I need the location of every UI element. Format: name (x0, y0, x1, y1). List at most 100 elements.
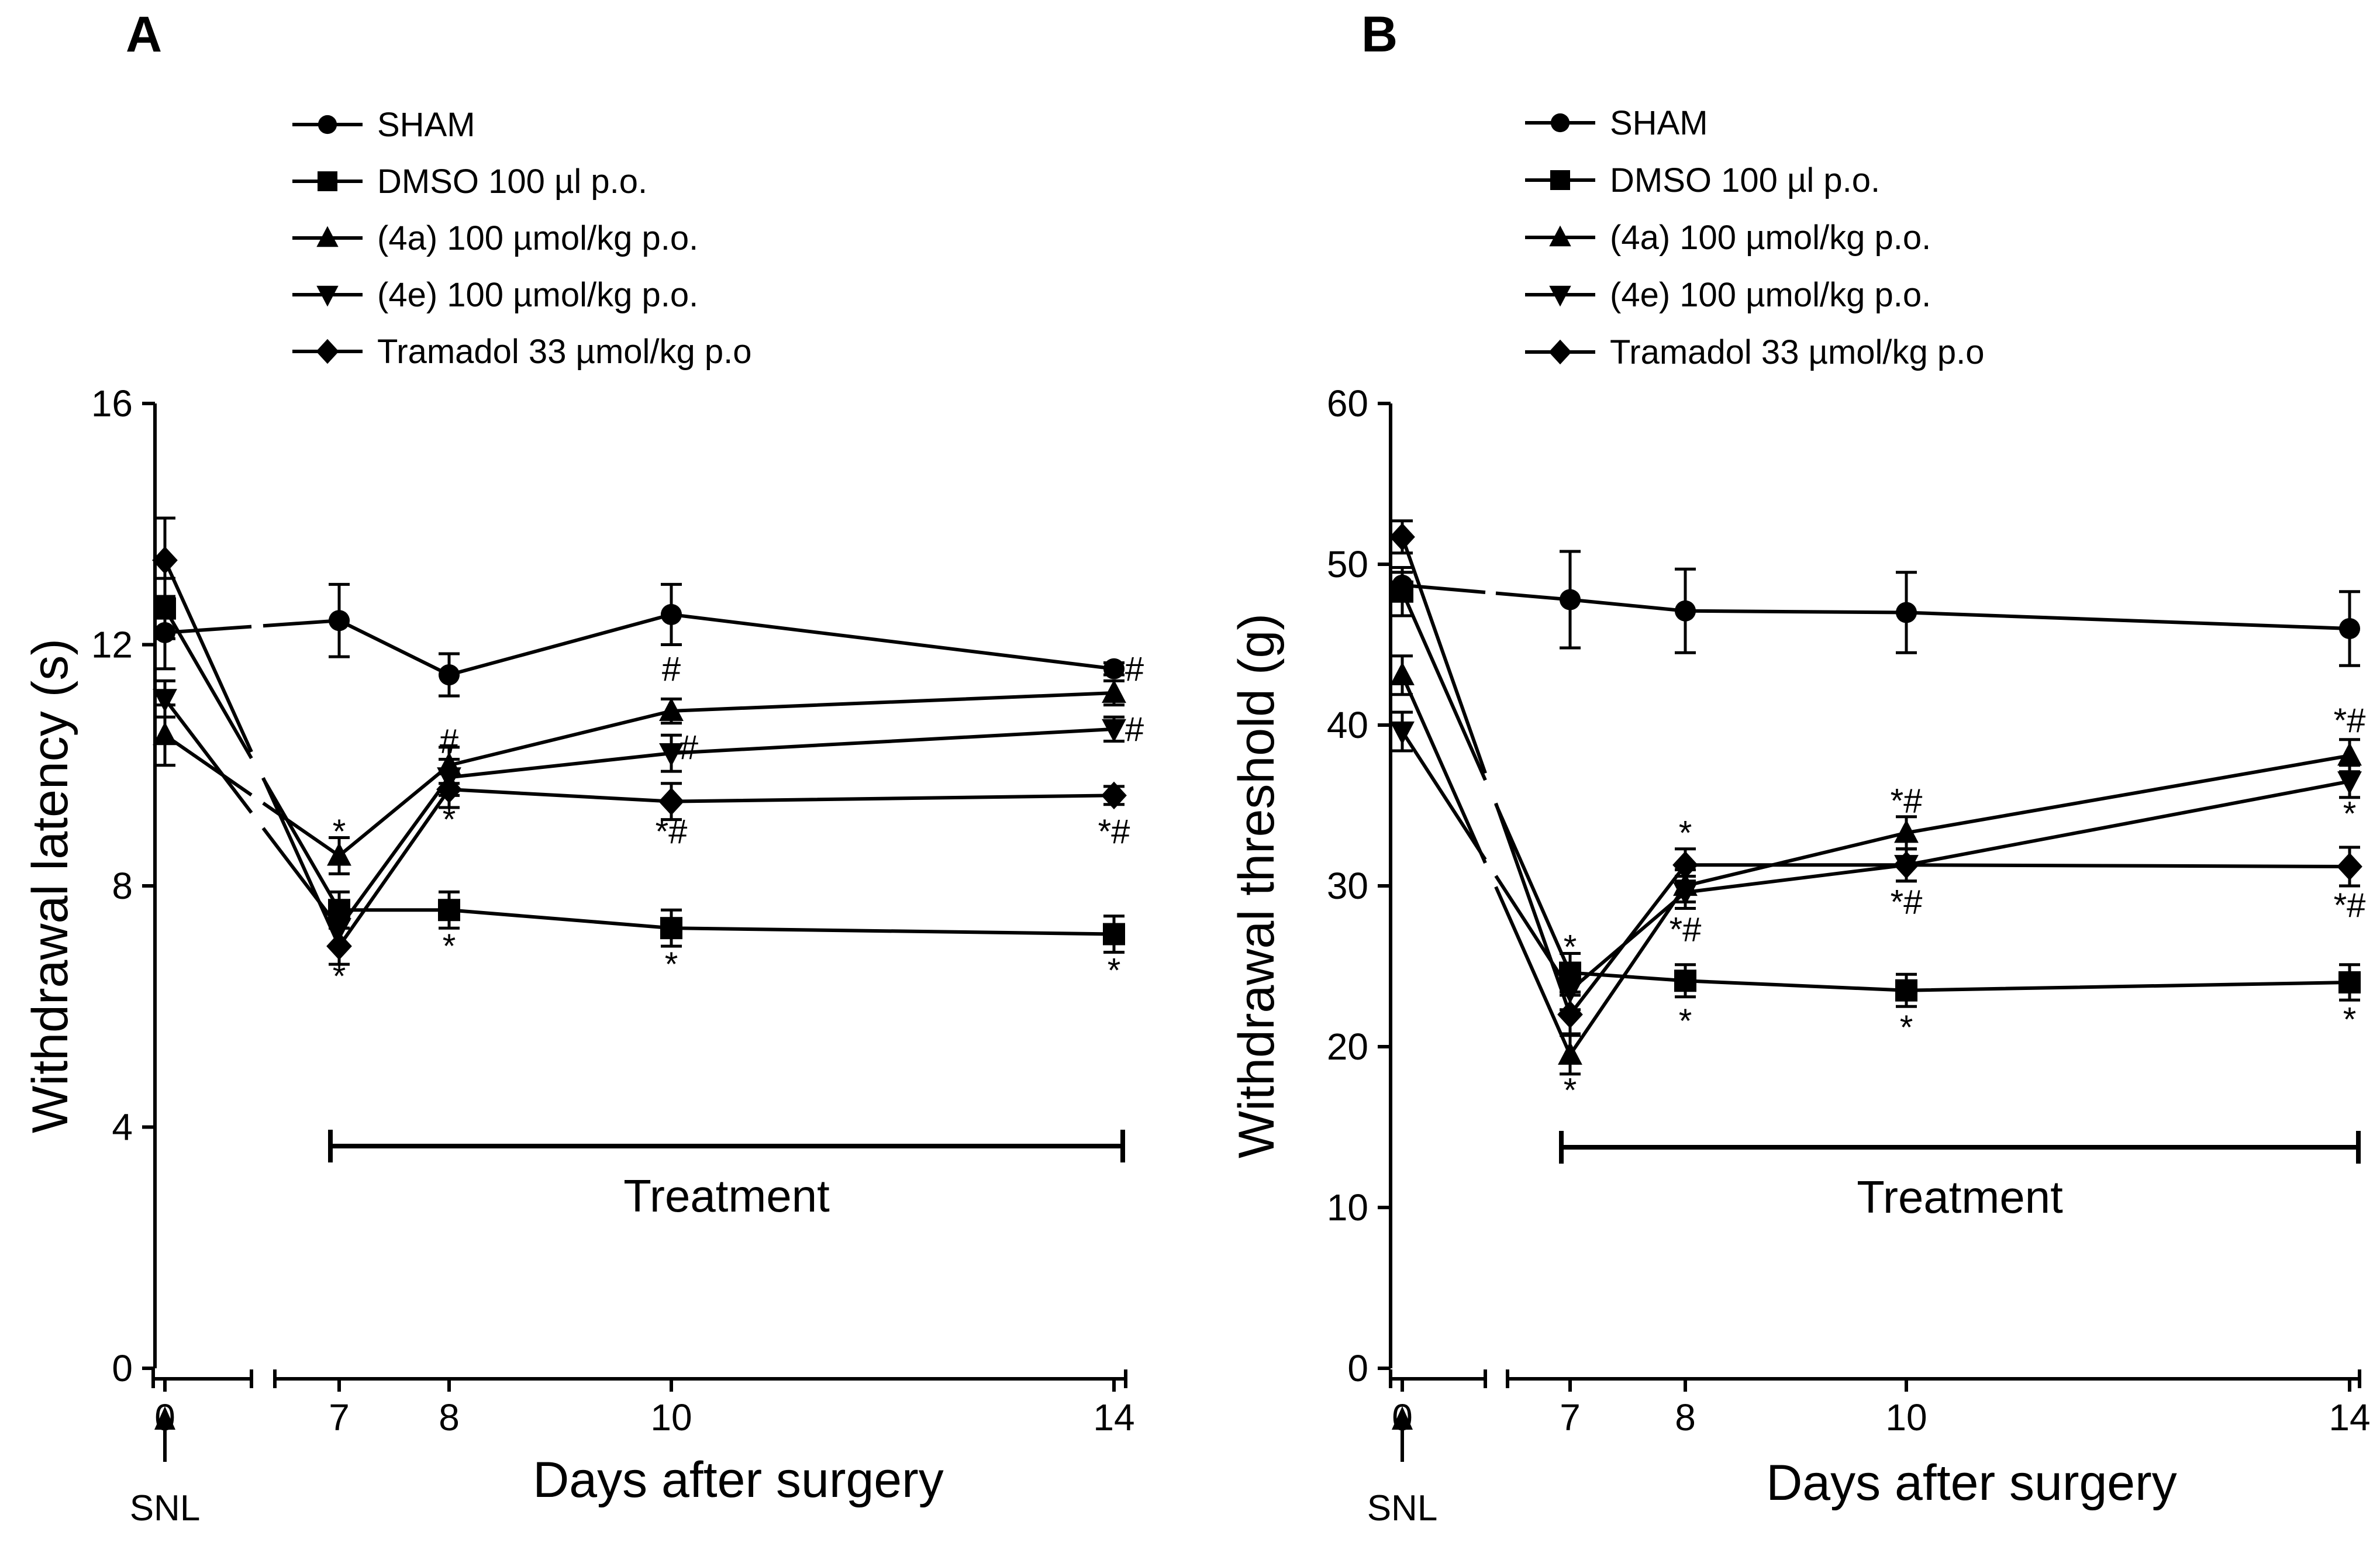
panel-b-y-tick-label-0: 0 (1347, 1347, 1368, 1389)
panel-b-annotation-2: * (1679, 814, 1692, 852)
panel-a-line-dmso-post-break (261, 777, 341, 911)
panel-a: A SHAM DMSO 100 µl p.o. (4a) 100 µmol/kg p… (22, 6, 1144, 1529)
panel-b-point-sham-2 (1674, 600, 1696, 622)
panel-b-line-sham (1570, 598, 2350, 630)
panel-b-series-lines (1401, 536, 2350, 1056)
panel-a-annotation-9: # (1125, 650, 1144, 688)
panel-a-point-4e-0 (153, 689, 177, 713)
panel-a-x-axis-title: Days after surgery (533, 1452, 944, 1508)
panel-a-legend-marker-sham (318, 115, 337, 134)
panel-b-point-sham-3 (1895, 602, 1917, 623)
panel-a-line-dmso (339, 908, 1115, 936)
panel-a-treatment-label: Treatment (623, 1170, 830, 1222)
panel-b-annotation-0: * (1564, 929, 1577, 967)
panel-b-point-dmso-1 (1559, 961, 1581, 984)
panel-b-point-tramadol-1 (1557, 1000, 1583, 1029)
panel-a-y-tick-label-1: 4 (112, 1106, 133, 1148)
panel-b-line-dmso-pre-break (1401, 591, 1487, 781)
panel-b-point-dmso-2 (1674, 969, 1696, 992)
panel-b-line-dmso (1570, 971, 2350, 992)
panel-b-legend-label-4a: (4a) 100 µmol/kg p.o. (1610, 219, 1931, 257)
panel-b-line-tramadol-pre-break (1401, 536, 1487, 774)
panel-b-annotation-1: * (1564, 1071, 1577, 1109)
panel-a-annotation-3: * (443, 801, 456, 839)
panel-a-point-dmso-3 (660, 917, 682, 940)
panel-a-line-dmso-pre-break (163, 608, 253, 760)
panel-b-legend-label-dmso: DMSO 100 µl p.o. (1610, 161, 1880, 199)
panel-b-point-4a-4 (2337, 742, 2362, 766)
panel-b-legend-marker-dmso (1550, 170, 1570, 190)
panel-a-point-sham-3 (660, 603, 682, 625)
panel-a-annotation-5: # (662, 650, 681, 688)
panel-a-legend-marker-4a (316, 226, 339, 247)
panel-a-line-sham-post-break (263, 619, 340, 628)
panel-b-point-4e-2 (1673, 882, 1698, 906)
panel-a-label: A (126, 6, 162, 63)
panel-a-y-tick-label-3: 12 (91, 624, 133, 666)
panel-a-x-tick-label-3: 10 (650, 1396, 692, 1438)
panel-a-line-sham (338, 612, 1115, 677)
panel-a-error-bars (154, 516, 1125, 966)
panel-a-point-4a-0 (153, 722, 177, 746)
panel-b-annotation-5: *# (1891, 782, 1923, 820)
panel-b-annotation-3: *# (1670, 910, 1702, 948)
panel-a-y-tick-label-2: 8 (112, 865, 133, 907)
panel-b-x-tick-label-2: 8 (1675, 1396, 1696, 1438)
panel-b-annotation-7: * (1900, 1009, 1913, 1047)
panel-a-annotation-8: * (665, 946, 678, 984)
panel-a-y-axis: 0 4 8 12 16 (91, 382, 157, 1389)
panel-a-legend-label-4a: (4a) 100 µmol/kg p.o. (377, 219, 698, 257)
panel-a-annotation-2: # (440, 723, 458, 761)
panel-b-line-4e-pre-break (1401, 730, 1487, 861)
panel-b-snl-marker: SNL (1367, 1406, 1437, 1529)
panel-b-annotation-6: *# (1891, 884, 1923, 922)
panel-b-y-axis: 0 10 20 30 40 50 60 (1327, 382, 1392, 1389)
panel-b-point-tramadol-0 (1389, 523, 1415, 551)
panel-a-annotation-0: * (333, 813, 346, 851)
panel-b-label: B (1361, 6, 1398, 63)
panel-a-x-tick-label-1: 7 (329, 1396, 350, 1438)
panel-b-snl-arrow-head (1392, 1406, 1413, 1430)
panel-a-line-tramadol (337, 788, 1115, 947)
panel-b-y-tick-label-5: 50 (1327, 543, 1368, 585)
panel-b-x-tick-label-4: 14 (2329, 1396, 2370, 1438)
panel-b-legend-marker-4e (1549, 285, 1571, 307)
panel-b-line-sham-post-break (1495, 591, 1571, 602)
panel-a-point-tramadol-0 (152, 546, 178, 574)
panel-b-point-4a-3 (1894, 819, 1919, 843)
panel-a-point-4a-1 (327, 842, 351, 866)
panel-a-point-dmso-2 (438, 899, 460, 922)
panel-a-line-4e-pre-break (163, 698, 253, 814)
panel-b-annotation-11: * (2343, 1000, 2357, 1038)
panel-b-y-tick-label-2: 20 (1327, 1026, 1368, 1068)
panel-a-point-sham-0 (154, 622, 176, 643)
panel-b-point-4a-0 (1390, 661, 1415, 685)
panel-a-annotation-1: * (333, 958, 346, 996)
panel-b-line-sham-pre-break (1402, 583, 1486, 594)
panel-b-point-sham-4 (2338, 617, 2361, 640)
panel-a-y-tick-label-0: 0 (112, 1347, 133, 1389)
panel-a-line-4e (337, 727, 1115, 929)
panel-a-annotation-10: # (1125, 710, 1144, 748)
panel-a-snl-label: SNL (130, 1488, 201, 1529)
panel-a-line-4a (338, 691, 1115, 857)
panel-a-annotation-6: # (679, 729, 698, 767)
panel-b-annotation-9: * (2343, 795, 2357, 833)
panel-b-y-axis-title: Withdrawal threshold (g) (1229, 613, 1285, 1158)
panel-a-treatment-bar: Treatment (328, 1130, 1125, 1222)
panel-a-point-sham-2 (438, 664, 460, 686)
panel-b-line-4a (1568, 754, 2350, 1056)
panel-b: B SHAM DMSO 100 µl p.o. (4a) 100 µmol/kg p… (1229, 6, 2371, 1529)
panel-b-x-tick-label-1: 7 (1560, 1396, 1581, 1438)
panel-b-treatment-label: Treatment (1857, 1171, 2063, 1223)
panel-a-point-4a-3 (659, 698, 684, 722)
panel-b-point-4e-4 (2337, 771, 2362, 795)
panel-b-legend-marker-4a (1549, 225, 1571, 247)
panel-b-line-4a-post-break (1494, 886, 1572, 1055)
panel-b-legend-label-sham: SHAM (1610, 104, 1708, 142)
panel-a-point-4e-3 (659, 743, 684, 767)
panel-b-line-dmso-post-break (1494, 803, 1572, 974)
panel-b-point-tramadol-2 (1672, 851, 1698, 879)
panel-a-legend-marker-dmso (318, 171, 337, 191)
